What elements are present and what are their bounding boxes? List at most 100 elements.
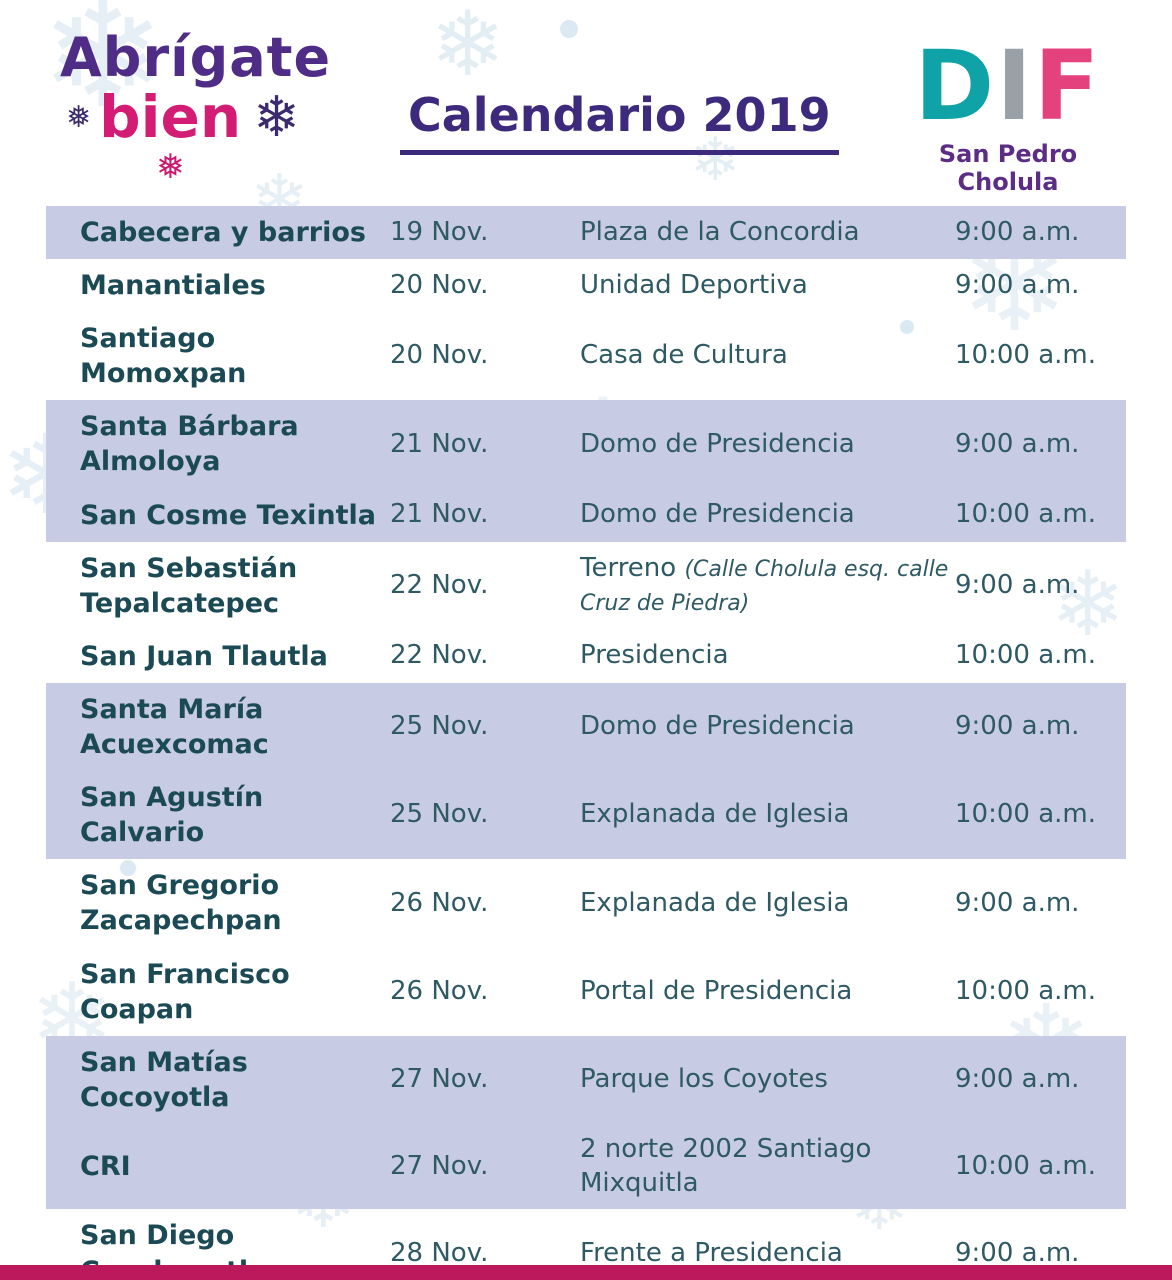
venue-text: 2 norte 2002 Santiago Mixquitla bbox=[580, 1133, 872, 1198]
brand-word-bien: bien bbox=[99, 83, 242, 151]
table-row: San Juan Tlautla 22 Nov. Presidencia 10:… bbox=[46, 630, 1126, 683]
event-time: 10:00 a.m. bbox=[955, 499, 1096, 530]
event-time: 9:00 a.m. bbox=[955, 216, 1080, 247]
table-row: San Cosme Texintla 21 Nov. Domo de Presi… bbox=[46, 488, 1126, 542]
table-row: Santa María Acuexcomac 25 Nov. Domo de P… bbox=[46, 682, 1126, 772]
schedule-table: Cabecera y barrios 19 Nov. Plaza de la C… bbox=[46, 206, 1126, 1280]
venue-text: Explanada de Iglesia bbox=[580, 887, 850, 918]
dif-letter-d: D bbox=[914, 30, 997, 142]
event-time: 9:00 a.m. bbox=[955, 569, 1080, 600]
venue-cell: Terreno (Calle Cholula esq. calle Cruz d… bbox=[580, 552, 955, 620]
event-time: 10:00 a.m. bbox=[955, 640, 1096, 671]
location-name: San Agustín Calvario bbox=[80, 782, 264, 849]
event-date: 20 Nov. bbox=[390, 340, 489, 371]
event-date: 27 Nov. bbox=[390, 1150, 489, 1181]
table-row: CRI 27 Nov. 2 norte 2002 Santiago Mixqui… bbox=[46, 1123, 1126, 1210]
footer-bar bbox=[0, 1265, 1172, 1280]
event-time: 10:00 a.m. bbox=[955, 1150, 1096, 1181]
event-time: 10:00 a.m. bbox=[955, 799, 1096, 830]
table-row: Santiago Momoxpan 20 Nov. Casa de Cultur… bbox=[46, 312, 1126, 400]
page-title: Calendario 2019 bbox=[400, 88, 839, 155]
brand-word-abrigate: Abrígate bbox=[60, 26, 332, 89]
table-row: San Gregorio Zacapechpan 26 Nov. Explana… bbox=[46, 859, 1126, 947]
event-date: 22 Nov. bbox=[390, 640, 489, 671]
table-row: San Agustín Calvario 25 Nov. Explanada d… bbox=[46, 771, 1126, 860]
event-time: 10:00 a.m. bbox=[955, 340, 1096, 371]
event-date: 25 Nov. bbox=[390, 711, 489, 742]
location-name: San Juan Tlautla bbox=[80, 640, 328, 672]
table-row: San Matías Cocoyotla 27 Nov. Parque los … bbox=[46, 1035, 1126, 1124]
venue-cell: Domo de Presidencia bbox=[580, 710, 955, 744]
snowflake-icon: ❄ bbox=[253, 84, 301, 150]
location-name: Manantiales bbox=[80, 270, 266, 302]
venue-text: Presidencia bbox=[580, 640, 729, 671]
event-time: 9:00 a.m. bbox=[955, 1237, 1080, 1268]
venue-text: Explanada de Iglesia bbox=[580, 799, 850, 830]
venue-cell: 2 norte 2002 Santiago Mixquitla bbox=[580, 1133, 955, 1201]
location-name: Santa Bárbara Almoloya bbox=[80, 411, 299, 478]
snowflake-icon: ❅ bbox=[66, 99, 92, 135]
event-date: 27 Nov. bbox=[390, 1063, 489, 1094]
location-name: San Sebastián Tepalcatepec bbox=[80, 552, 298, 619]
dif-subtitle: San Pedro Cholula bbox=[938, 140, 1078, 196]
venue-text: Domo de Presidencia bbox=[580, 428, 855, 459]
location-name: CRI bbox=[80, 1151, 131, 1183]
event-time: 9:00 a.m. bbox=[955, 1063, 1080, 1094]
event-date: 25 Nov. bbox=[390, 799, 489, 830]
event-date: 20 Nov. bbox=[390, 269, 489, 300]
venue-cell: Explanada de Iglesia bbox=[580, 798, 955, 832]
event-date: 26 Nov. bbox=[390, 887, 489, 918]
table-row: Cabecera y barrios 19 Nov. Plaza de la C… bbox=[46, 206, 1126, 260]
venue-note: (Calle Cholula esq. calle Cruz de Piedra… bbox=[580, 556, 949, 616]
venue-text: Parque los Coyotes bbox=[580, 1063, 828, 1094]
location-name: San Gregorio Zacapechpan bbox=[80, 870, 282, 937]
brand-line2: ❅ bien ❄ bbox=[66, 83, 331, 151]
location-name: San Francisco Coapan bbox=[80, 958, 290, 1025]
venue-cell: Parque los Coyotes bbox=[580, 1063, 955, 1097]
venue-text: Domo de Presidencia bbox=[580, 499, 855, 530]
event-time: 9:00 a.m. bbox=[955, 887, 1080, 918]
event-date: 19 Nov. bbox=[390, 216, 489, 247]
venue-text: Unidad Deportiva bbox=[580, 269, 808, 300]
venue-text: Frente a Presidencia bbox=[580, 1237, 843, 1268]
venue-cell: Presidencia bbox=[580, 639, 955, 673]
event-date: 21 Nov. bbox=[390, 499, 489, 530]
location-name: Cabecera y barrios bbox=[80, 217, 366, 248]
venue-text: Portal de Presidencia bbox=[580, 975, 853, 1006]
venue-cell: Domo de Presidencia bbox=[580, 498, 955, 532]
table-row: Santa Bárbara Almoloya 21 Nov. Domo de P… bbox=[46, 400, 1126, 489]
event-date: 22 Nov. bbox=[390, 569, 489, 600]
snowflake-icon: ❅ bbox=[156, 147, 185, 187]
location-name: San Cosme Texintla bbox=[80, 499, 376, 531]
table-row: Manantiales 20 Nov. Unidad Deportiva 9:0… bbox=[46, 259, 1126, 312]
dif-logo: DIF San Pedro Cholula bbox=[888, 38, 1128, 196]
dif-letter-i: I bbox=[996, 30, 1034, 142]
venue-text: Domo de Presidencia bbox=[580, 711, 855, 742]
table-row: San Sebastián Tepalcatepec 22 Nov. Terre… bbox=[46, 542, 1126, 630]
dif-letters: DIF bbox=[888, 38, 1128, 134]
venue-cell: Explanada de Iglesia bbox=[580, 887, 955, 921]
event-time: 9:00 a.m. bbox=[955, 269, 1080, 300]
event-date: 21 Nov. bbox=[390, 428, 489, 459]
venue-cell: Portal de Presidencia bbox=[580, 975, 955, 1009]
event-time: 9:00 a.m. bbox=[955, 711, 1080, 742]
dif-letter-f: F bbox=[1033, 30, 1102, 142]
venue-cell: Casa de Cultura bbox=[580, 339, 955, 373]
location-name: San Matías Cocoyotla bbox=[80, 1046, 248, 1113]
table-row: San Francisco Coapan 26 Nov. Portal de P… bbox=[46, 948, 1126, 1036]
venue-text: Casa de Cultura bbox=[580, 340, 788, 371]
event-date: 26 Nov. bbox=[390, 975, 489, 1006]
event-time: 9:00 a.m. bbox=[955, 428, 1080, 459]
venue-cell: Unidad Deportiva bbox=[580, 269, 955, 303]
event-date: 28 Nov. bbox=[390, 1237, 489, 1268]
brand-logo: Abrígate ❅ bien ❄ ❅ bbox=[60, 26, 331, 187]
venue-cell: Plaza de la Concordia bbox=[580, 216, 955, 250]
venue-text: Plaza de la Concordia bbox=[580, 216, 860, 247]
event-time: 10:00 a.m. bbox=[955, 975, 1096, 1006]
venue-cell: Domo de Presidencia bbox=[580, 428, 955, 462]
venue-cell: Frente a Presidencia bbox=[580, 1237, 955, 1271]
location-name: Santiago Momoxpan bbox=[80, 323, 247, 390]
venue-text: Terreno bbox=[580, 552, 677, 583]
location-name: Santa María Acuexcomac bbox=[80, 693, 269, 761]
